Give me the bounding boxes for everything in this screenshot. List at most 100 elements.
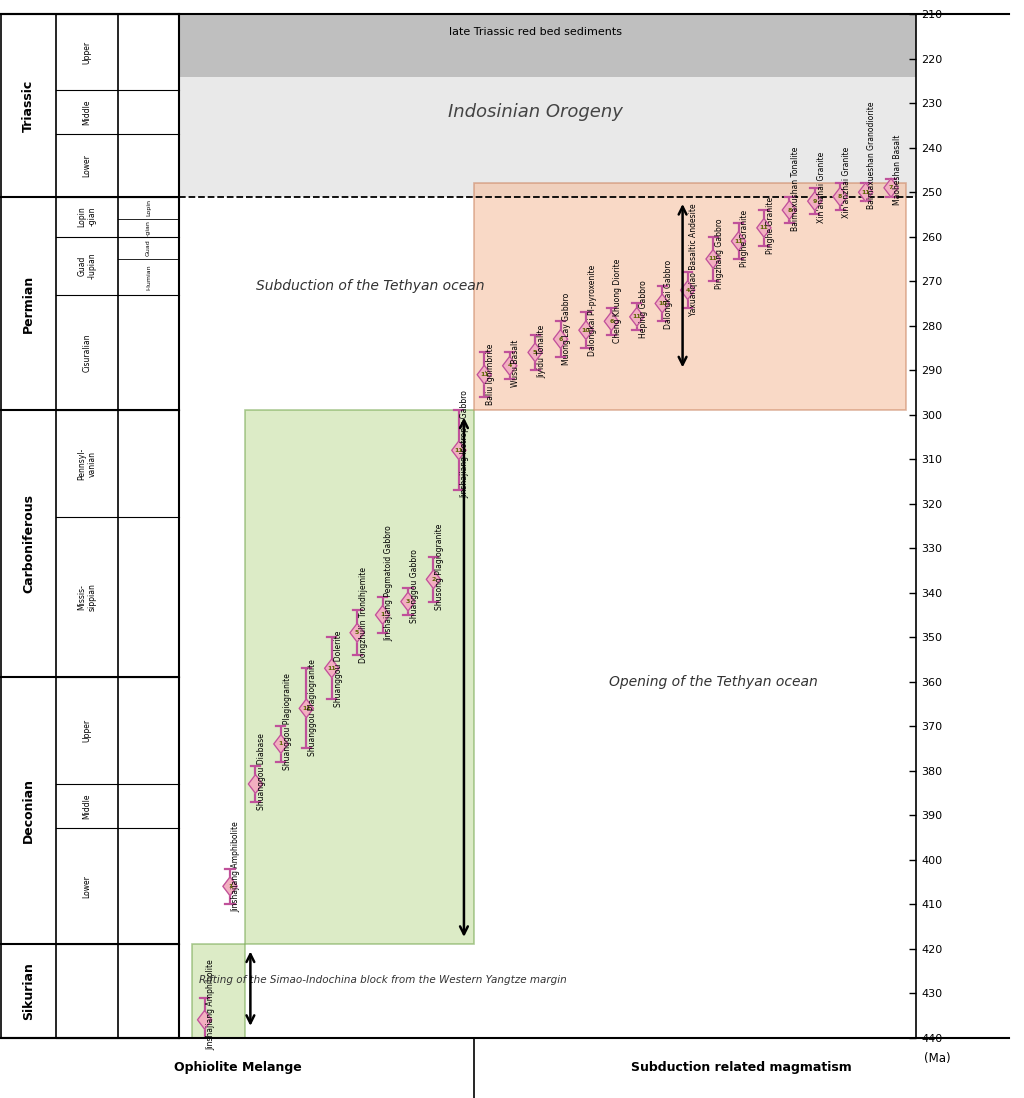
Text: Muong Lay Gabbro: Muong Lay Gabbro <box>562 293 571 365</box>
Polygon shape <box>477 366 492 384</box>
Text: Missis-
sippian: Missis- sippian <box>78 583 96 612</box>
Text: 10: 10 <box>658 301 667 306</box>
Text: 6: 6 <box>609 318 613 324</box>
Text: Dalongkai Pl-pyroxenite: Dalongkai Pl-pyroxenite <box>588 265 597 356</box>
Text: 11: 11 <box>480 372 488 378</box>
Text: Jinshajiang Isotropic Gabbro: Jinshajiang Isotropic Gabbro <box>461 391 470 498</box>
Text: Pinghe Granite: Pinghe Granite <box>740 210 750 267</box>
Text: Rifting of the Simao-Indochina block from the Western Yangtze margin: Rifting of the Simao-Indochina block fro… <box>199 975 566 985</box>
Polygon shape <box>249 775 262 794</box>
Text: 3: 3 <box>406 600 411 604</box>
Text: Heping Gabbro: Heping Gabbro <box>639 280 647 338</box>
Text: Ophiolite Melange: Ophiolite Melange <box>174 1062 301 1074</box>
Text: Jiyidu Tonalite: Jiyidu Tonalite <box>537 325 546 378</box>
Text: 11: 11 <box>760 225 768 231</box>
Text: 9: 9 <box>813 199 817 203</box>
Text: 8: 8 <box>787 208 792 213</box>
Text: 11: 11 <box>734 238 742 244</box>
Polygon shape <box>223 877 238 896</box>
Text: 4: 4 <box>508 363 512 368</box>
Polygon shape <box>808 192 822 211</box>
Text: 8: 8 <box>838 194 843 199</box>
Text: Xin'anzhai Granite: Xin'anzhai Granite <box>842 147 851 219</box>
Text: Lopin
-gian: Lopin -gian <box>78 206 96 227</box>
Polygon shape <box>655 294 670 313</box>
Text: Indosinian Orogeny: Indosinian Orogeny <box>447 103 623 121</box>
Text: Pennsyl-
vanian: Pennsyl- vanian <box>78 448 96 480</box>
Bar <box>474 183 906 411</box>
Polygon shape <box>731 232 745 250</box>
Text: Subduction of the Tethyan ocean: Subduction of the Tethyan ocean <box>256 279 484 293</box>
Text: Upper: Upper <box>83 41 91 64</box>
Polygon shape <box>553 329 567 348</box>
Text: 11: 11 <box>861 190 870 194</box>
Text: Dalongkai Gabbro: Dalongkai Gabbro <box>664 260 673 329</box>
Polygon shape <box>503 357 517 376</box>
Polygon shape <box>858 183 872 202</box>
Text: Lower: Lower <box>83 875 91 898</box>
Text: Xin'anzhai Granite: Xin'anzhai Granite <box>816 152 825 223</box>
Text: Pinghe Granite: Pinghe Granite <box>766 197 775 254</box>
Text: Triassic: Triassic <box>23 79 35 132</box>
Text: Deconian: Deconian <box>23 778 35 843</box>
Text: Shuanggou Plagiogranite: Shuanggou Plagiogranite <box>308 660 317 757</box>
Text: Baimaxushan Tonalite: Baimaxushan Tonalite <box>792 147 800 232</box>
Polygon shape <box>400 592 415 610</box>
Bar <box>246 411 474 944</box>
Polygon shape <box>834 188 847 206</box>
Polygon shape <box>884 179 898 198</box>
Text: 4: 4 <box>685 288 690 293</box>
Text: Shuanggou Gabbro: Shuanggou Gabbro <box>410 549 419 623</box>
Text: 11: 11 <box>328 665 336 671</box>
Text: 11: 11 <box>633 314 641 320</box>
Text: Yaxuanqiao Basaltic Andesite: Yaxuanqiao Basaltic Andesite <box>689 203 698 316</box>
Text: Opening of the Tethyan ocean: Opening of the Tethyan ocean <box>608 674 817 688</box>
Text: late Triassic red bed sediments: late Triassic red bed sediments <box>449 27 622 37</box>
Text: Pingzhang Gabbro: Pingzhang Gabbro <box>715 219 724 289</box>
Polygon shape <box>579 321 593 339</box>
Bar <box>179 14 916 197</box>
Text: 5: 5 <box>532 350 538 355</box>
Text: Middle: Middle <box>83 794 91 819</box>
Polygon shape <box>325 659 339 677</box>
Text: 11: 11 <box>302 706 310 710</box>
Polygon shape <box>452 441 466 460</box>
Polygon shape <box>299 699 313 718</box>
Text: Wusu Basalt: Wusu Basalt <box>511 339 520 388</box>
Polygon shape <box>681 281 695 300</box>
Text: 1: 1 <box>228 884 232 889</box>
Text: Jinshajiang Amphibolite: Jinshajiang Amphibolite <box>231 821 241 912</box>
Polygon shape <box>757 219 771 237</box>
Text: 2: 2 <box>431 576 435 582</box>
Text: 5: 5 <box>355 630 359 636</box>
Text: Shuanggou Dolerite: Shuanggou Dolerite <box>334 631 342 707</box>
Text: (Ma): (Ma) <box>924 1052 950 1065</box>
Text: Shuanggou Diabase: Shuanggou Diabase <box>257 733 266 810</box>
Text: 11: 11 <box>709 257 718 261</box>
Bar <box>179 14 916 77</box>
Text: Upper: Upper <box>83 719 91 742</box>
Polygon shape <box>604 312 618 330</box>
Text: Lopin: Lopin <box>146 200 151 216</box>
Text: Cheng Khuong Diorite: Cheng Khuong Diorite <box>613 258 623 343</box>
Text: Lower: Lower <box>83 154 91 177</box>
Text: Carboniferous: Carboniferous <box>23 494 35 593</box>
Text: Baliu Ignimbrite: Baliu Ignimbrite <box>486 344 495 405</box>
Text: Guad: Guad <box>146 239 151 256</box>
Polygon shape <box>376 606 390 625</box>
Text: 1: 1 <box>380 613 385 617</box>
Text: 7: 7 <box>889 186 893 190</box>
Text: I-lumian: I-lumian <box>146 264 151 290</box>
Polygon shape <box>782 201 797 220</box>
Text: 6: 6 <box>558 337 563 341</box>
Polygon shape <box>426 570 440 589</box>
Text: Cisuralian: Cisuralian <box>83 333 91 371</box>
Text: Maoheshan Basalt: Maoheshan Basalt <box>893 134 902 204</box>
Text: 11: 11 <box>455 448 463 452</box>
Text: 10: 10 <box>582 327 590 333</box>
Text: -gian: -gian <box>146 220 151 236</box>
Text: Subduction related magmatism: Subduction related magmatism <box>631 1062 852 1074</box>
Polygon shape <box>273 735 288 753</box>
Polygon shape <box>350 624 365 642</box>
Text: Shuanggou Plagiogranite: Shuanggou Plagiogranite <box>283 673 292 770</box>
